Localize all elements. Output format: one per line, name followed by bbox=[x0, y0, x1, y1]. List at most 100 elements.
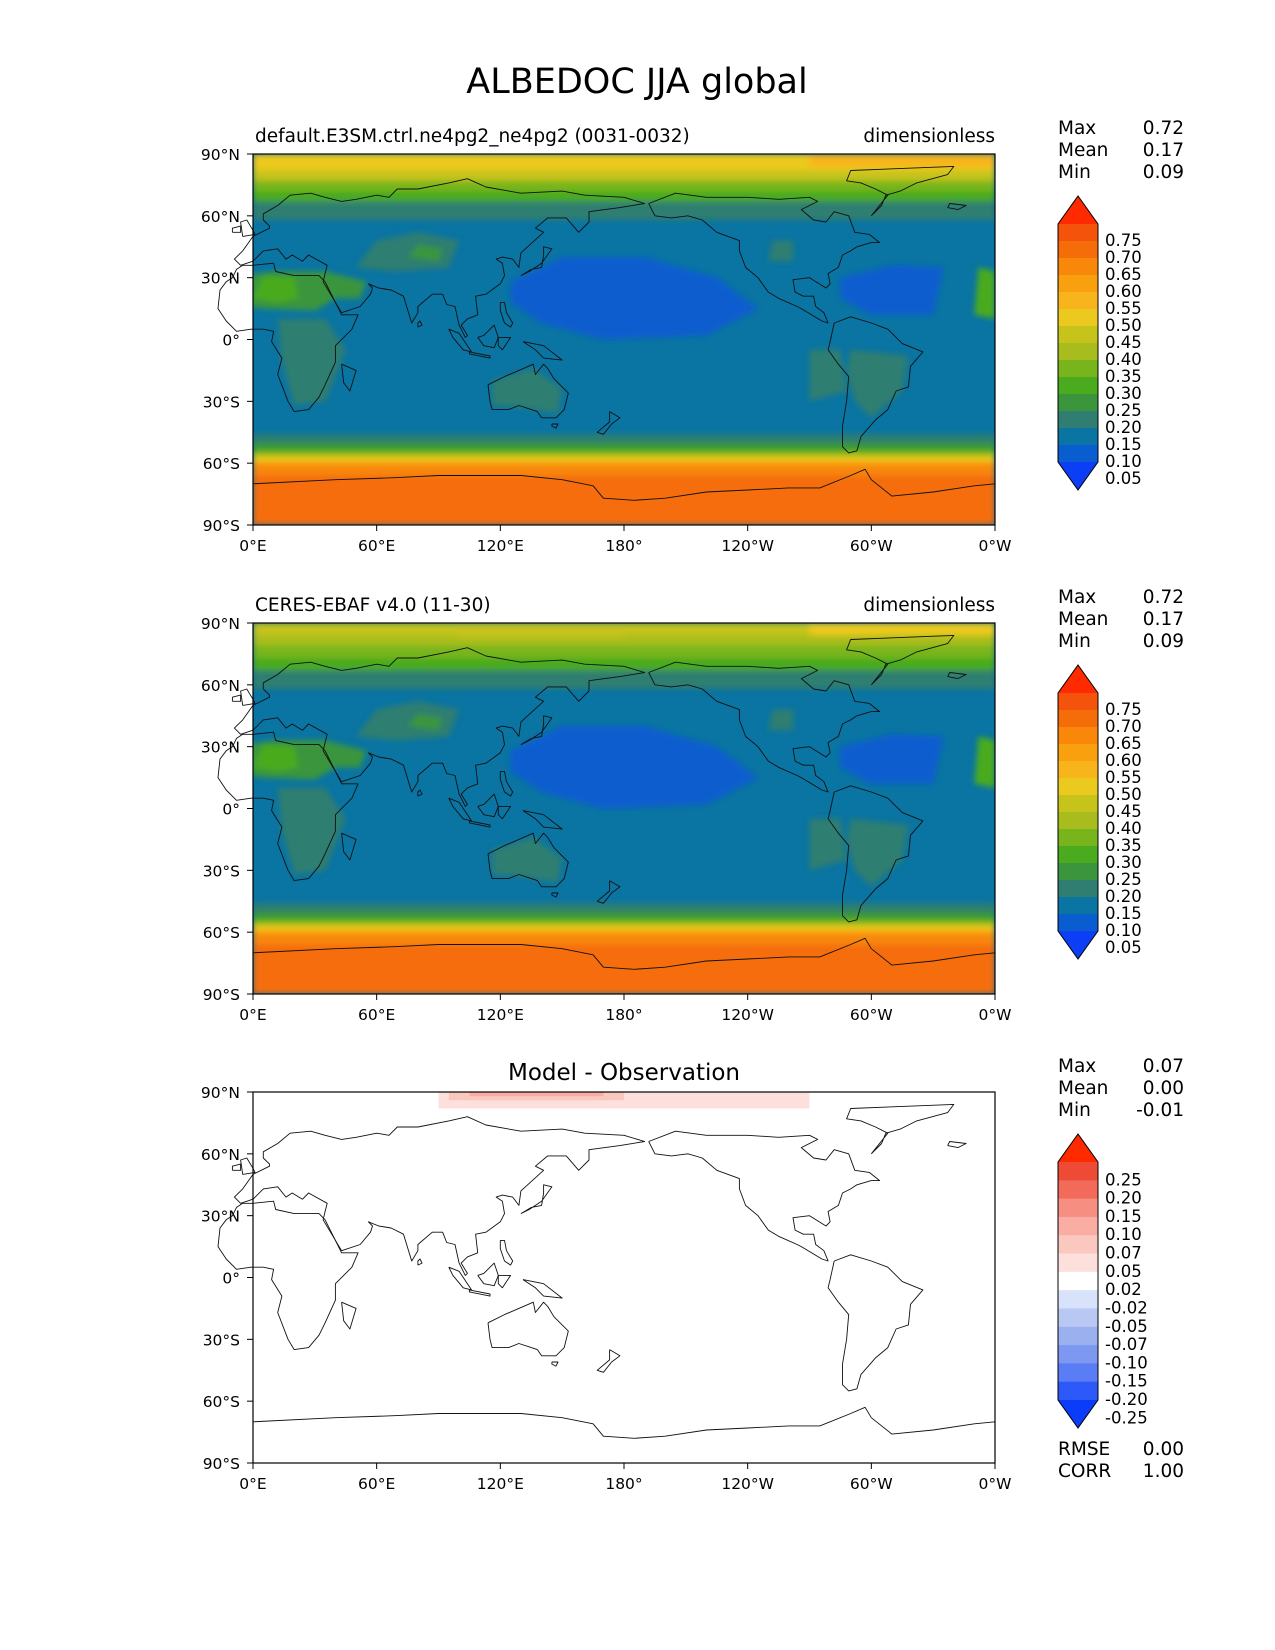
colorbar-tick-label: 0.60 bbox=[1105, 282, 1142, 301]
coastline bbox=[448, 797, 472, 822]
coastline bbox=[551, 423, 559, 429]
coastline bbox=[497, 336, 512, 351]
albedo-field bbox=[253, 154, 995, 525]
y-tick-label: 30°N bbox=[201, 739, 240, 757]
colorbar-tick-label: 0.35 bbox=[1105, 367, 1142, 386]
colorbar-extend-min bbox=[1058, 462, 1098, 490]
coastline bbox=[252, 1406, 996, 1464]
x-tick-label: 180° bbox=[605, 1475, 642, 1493]
coastline bbox=[846, 165, 955, 217]
coastline bbox=[947, 1141, 967, 1149]
colorbar-swatch bbox=[1058, 1162, 1098, 1181]
colorbar-tick-label: 0.25 bbox=[1105, 401, 1142, 420]
colorbar-swatch bbox=[1058, 710, 1098, 728]
y-tick-label: 60°N bbox=[201, 1146, 240, 1164]
colorbar-swatch bbox=[1058, 394, 1098, 412]
low-albedo-ocean bbox=[840, 265, 944, 315]
coastline bbox=[487, 363, 569, 419]
colorbar-tick-label: 0.30 bbox=[1105, 853, 1142, 872]
colorbar-swatch bbox=[1058, 258, 1098, 276]
colorbar-tick-label: -0.25 bbox=[1105, 1408, 1148, 1427]
colorbar-tick-label: 0.15 bbox=[1105, 435, 1142, 454]
panel-3: Model - Observation 0°E 60°E 120°E 180° 120°W… bbox=[201, 1056, 1184, 1493]
land-zone bbox=[407, 713, 443, 731]
panel-right-title: dimensionless bbox=[863, 595, 995, 616]
colorbar-swatch bbox=[1058, 1308, 1098, 1328]
coastline bbox=[846, 634, 955, 686]
colorbar-tick-label: 0.50 bbox=[1105, 316, 1142, 335]
stat-value: 0.09 bbox=[1143, 162, 1184, 183]
colorbar-swatch bbox=[1058, 292, 1098, 310]
coastline bbox=[341, 1301, 357, 1330]
coastline bbox=[522, 1279, 563, 1299]
y-tick-label: 30°N bbox=[201, 1208, 240, 1226]
stat-label: Min bbox=[1058, 1100, 1091, 1121]
colorbar-tick-label: 0.40 bbox=[1105, 819, 1142, 838]
colorbar-extend-min bbox=[1058, 931, 1098, 959]
stat-label: Mean bbox=[1058, 140, 1108, 161]
x-tick-label: 120°E bbox=[477, 537, 524, 555]
coastline bbox=[497, 1274, 512, 1289]
coastline bbox=[522, 341, 563, 361]
coastline bbox=[520, 715, 553, 746]
colorbar-swatch bbox=[1058, 1271, 1098, 1291]
stat-value: 0.09 bbox=[1143, 631, 1184, 652]
land-zone bbox=[492, 837, 563, 883]
band bbox=[253, 475, 995, 525]
x-tick-label: 0°E bbox=[239, 1006, 266, 1024]
colorbar-tick-label: -0.02 bbox=[1105, 1298, 1148, 1317]
y-tick-label: 90°S bbox=[203, 1455, 240, 1473]
colorbar-swatch bbox=[1058, 1253, 1098, 1273]
colorbar-swatch bbox=[1058, 275, 1098, 293]
coastline bbox=[827, 316, 924, 454]
colorbar-swatch bbox=[1058, 377, 1098, 395]
colorbar-swatch bbox=[1058, 1345, 1098, 1364]
stat-label: Mean bbox=[1058, 1078, 1108, 1099]
coastline bbox=[551, 892, 559, 898]
coastline bbox=[596, 880, 621, 904]
y-tick-label: 90°S bbox=[203, 517, 240, 535]
coastlines bbox=[217, 1103, 996, 1464]
colorbar-swatch bbox=[1058, 241, 1098, 259]
y-tick-label: 90°N bbox=[201, 146, 240, 164]
coastline bbox=[947, 672, 967, 680]
coastline bbox=[217, 262, 359, 413]
panel-1: default.E3SM.ctrl.ne4pg2_ne4pg2 (0031-00… bbox=[201, 118, 1184, 555]
colorbar-tick-label: 0.02 bbox=[1105, 1280, 1142, 1299]
metric-value: 0.00 bbox=[1143, 1439, 1184, 1460]
y-tick-label: 60°S bbox=[203, 1393, 240, 1411]
colorbar-tick-label: 0.45 bbox=[1105, 333, 1142, 352]
coastline bbox=[487, 832, 569, 888]
coastline bbox=[522, 810, 563, 830]
colorbar-swatch bbox=[1058, 224, 1098, 242]
colorbar-tick-label: 0.65 bbox=[1105, 734, 1142, 753]
coastline bbox=[520, 246, 553, 277]
coastline bbox=[487, 1301, 569, 1357]
stat-value: 0.07 bbox=[1143, 1056, 1184, 1077]
x-tick-label: 0°E bbox=[239, 537, 266, 555]
y-tick-label: 30°S bbox=[203, 862, 240, 880]
colorbar-extend-max bbox=[1058, 665, 1098, 693]
stat-value: 0.00 bbox=[1143, 1078, 1184, 1099]
y-tick-label: 30°S bbox=[203, 393, 240, 411]
coastline bbox=[417, 320, 423, 328]
stat-value: -0.01 bbox=[1136, 1100, 1184, 1121]
coastline bbox=[827, 1254, 924, 1392]
coastline bbox=[417, 789, 423, 797]
y-tick-label: 60°N bbox=[201, 208, 240, 226]
x-tick-label: 60°W bbox=[850, 537, 893, 555]
colorbar-tick-label: 0.60 bbox=[1105, 751, 1142, 770]
coastline bbox=[648, 1130, 881, 1262]
colorbar: 0.750.700.650.600.550.500.450.400.350.30… bbox=[1057, 195, 1142, 491]
coastline bbox=[499, 301, 514, 328]
colorbar-extend-max bbox=[1058, 196, 1098, 224]
coastline bbox=[499, 770, 514, 797]
land-zone bbox=[846, 349, 909, 418]
coastline bbox=[233, 647, 646, 807]
colorbar-swatch bbox=[1058, 1381, 1098, 1401]
y-tick-label: 30°S bbox=[203, 1331, 240, 1349]
colorbar-swatch bbox=[1058, 880, 1098, 898]
coastline bbox=[233, 1116, 646, 1276]
colorbar-outline bbox=[1057, 195, 1099, 491]
map-area bbox=[217, 622, 996, 995]
